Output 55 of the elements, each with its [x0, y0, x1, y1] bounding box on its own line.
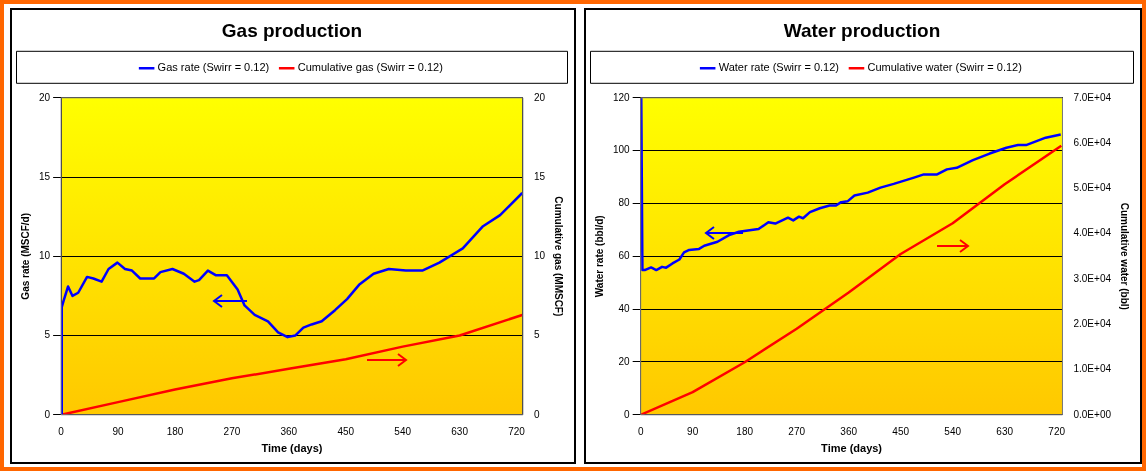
chart-title: Water production	[783, 19, 941, 41]
y-tick-label: 10	[39, 250, 51, 262]
y2-tick-label: 7.0E+04	[1073, 91, 1112, 103]
y-tick-label: 0	[624, 408, 631, 420]
x-tick-label: 450	[892, 425, 910, 437]
chart-title: Gas production	[221, 19, 363, 41]
y2-tick-label: 5	[533, 329, 540, 341]
y2-tick-label: 10	[533, 250, 546, 262]
y-axis-title: Water rate (bbl/d)	[593, 215, 605, 298]
x-tick-label: 180	[166, 425, 184, 437]
y-tick-label: 40	[618, 302, 631, 314]
y-tick-label: 20	[39, 91, 51, 103]
y-tick-label: 80	[618, 197, 631, 209]
x-tick-label: 0	[637, 425, 644, 437]
y2-tick-label: 5.0E+04	[1073, 182, 1112, 194]
y2-axis-title: Cumulative water (bbl)	[1119, 202, 1131, 310]
y2-tick-label: 4.0E+04	[1073, 227, 1112, 239]
x-tick-label: 90	[687, 425, 699, 437]
y-tick-label: 100	[613, 144, 631, 156]
x-tick-label: 270	[223, 425, 241, 437]
legend-label: Cumulative gas (Swirr = 0.12)	[297, 61, 443, 74]
y2-tick-label: 0.0E+00	[1073, 408, 1112, 420]
y2-tick-label: 6.0E+04	[1073, 136, 1112, 148]
x-tick-label: 180	[736, 425, 754, 437]
y2-tick-label: 1.0E+04	[1073, 363, 1112, 375]
y2-tick-label: 3.0E+04	[1073, 272, 1112, 284]
legend-label: Cumulative water (Swirr = 0.12)	[867, 61, 1022, 74]
y2-tick-label: 15	[533, 170, 546, 182]
x-axis-title: Time (days)	[261, 442, 323, 455]
y2-axis-title: Cumulative gas (MMSCF)	[553, 196, 565, 317]
legend-label: Gas rate (Swirr = 0.12)	[157, 61, 270, 74]
y2-tick-label: 20	[533, 91, 546, 103]
x-tick-label: 270	[788, 425, 806, 437]
x-tick-label: 360	[280, 425, 298, 437]
x-tick-label: 0	[58, 425, 65, 437]
x-tick-label: 540	[944, 425, 962, 437]
x-tick-label: 90	[112, 425, 125, 437]
y2-tick-label: 2.0E+04	[1073, 317, 1112, 329]
x-tick-label: 720	[1048, 425, 1066, 437]
x-tick-label: 540	[394, 425, 412, 437]
y-tick-label: 60	[618, 250, 631, 262]
x-tick-label: 450	[337, 425, 355, 437]
legend-label: Water rate (Swirr = 0.12)	[718, 61, 839, 74]
y-axis-title: Gas rate (MSCF/d)	[19, 212, 31, 300]
x-tick-label: 630	[996, 425, 1014, 437]
x-tick-label: 360	[840, 425, 858, 437]
y2-tick-label: 0	[533, 408, 540, 420]
y-tick-label: 0	[44, 408, 51, 420]
x-axis-title: Time (days)	[821, 442, 883, 455]
y-tick-label: 5	[44, 329, 51, 341]
x-tick-label: 630	[451, 425, 469, 437]
y-tick-label: 20	[618, 355, 631, 367]
y-tick-label: 15	[39, 170, 51, 182]
x-tick-label: 720	[508, 425, 526, 437]
y-tick-label: 120	[613, 91, 631, 103]
